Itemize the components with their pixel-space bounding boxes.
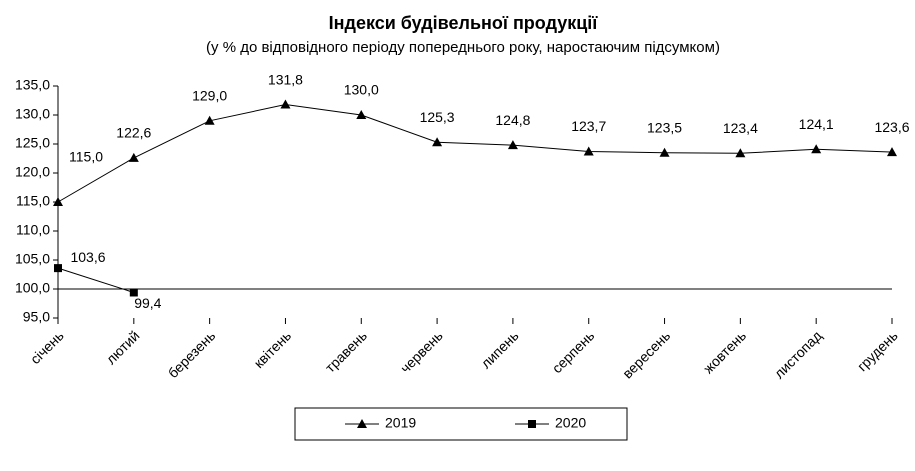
marker xyxy=(129,288,138,297)
marker xyxy=(54,264,62,273)
x-tick-label: серпень xyxy=(549,327,598,376)
data-label: 123,4 xyxy=(723,120,758,136)
y-tick-label: 120,0 xyxy=(15,164,50,180)
y-tick-label: 100,0 xyxy=(15,280,50,296)
data-label: 123,7 xyxy=(571,118,606,134)
x-tick-label: червень xyxy=(397,327,446,376)
x-tick-label: квітень xyxy=(251,327,295,371)
data-label: 124,1 xyxy=(799,116,834,132)
marker xyxy=(53,197,63,206)
marker xyxy=(887,147,897,157)
y-tick-label: 105,0 xyxy=(15,251,50,267)
marker xyxy=(507,140,518,150)
chart-subtitle: (у % до відповідного періоду попередньог… xyxy=(206,39,720,56)
data-label: 125,3 xyxy=(420,109,455,125)
marker xyxy=(735,148,746,158)
y-tick-label: 110,0 xyxy=(16,222,50,238)
y-tick-label: 130,0 xyxy=(15,106,50,122)
marker xyxy=(128,152,139,162)
series-line xyxy=(57,104,893,203)
marker xyxy=(204,115,215,125)
marker xyxy=(356,110,367,119)
y-tick-label: 95,0 xyxy=(23,309,50,325)
marker xyxy=(357,419,367,428)
y-tick-label: 135,0 xyxy=(15,77,50,93)
x-tick-label: березень xyxy=(165,327,219,381)
marker xyxy=(583,146,594,156)
marker xyxy=(811,144,822,154)
data-label: 131,8 xyxy=(268,71,303,87)
series-line xyxy=(57,267,134,293)
legend-label: 2020 xyxy=(555,415,586,431)
x-tick-label: грудень xyxy=(854,327,901,374)
data-label: 122,6 xyxy=(116,125,151,141)
legend-label: 2019 xyxy=(385,415,416,431)
data-label: 123,5 xyxy=(647,119,682,135)
data-label: 103,6 xyxy=(70,249,105,265)
x-tick-label: липень xyxy=(478,327,522,371)
marker xyxy=(659,147,670,157)
y-tick-label: 125,0 xyxy=(15,135,50,151)
x-tick-label: вересень xyxy=(619,327,673,381)
x-tick-label: січень xyxy=(27,327,67,367)
data-label: 124,8 xyxy=(495,112,530,128)
marker xyxy=(432,137,443,147)
x-tick-label: травень xyxy=(322,327,370,375)
x-tick-label: жовтень xyxy=(700,327,749,376)
chart-title: Індекси будівельної продукції xyxy=(329,13,599,33)
data-label: 130,0 xyxy=(344,82,379,98)
x-tick-label: листопад xyxy=(771,327,825,381)
x-tick-label: лютий xyxy=(103,327,143,367)
y-tick-label: 115,0 xyxy=(16,193,50,209)
data-label: 123,6 xyxy=(874,119,909,135)
legend-box xyxy=(294,407,628,441)
marker xyxy=(280,99,291,109)
marker xyxy=(528,420,536,428)
data-label: 99,4 xyxy=(134,295,161,311)
data-label: 129,0 xyxy=(192,88,227,104)
data-label: 115,0 xyxy=(69,149,103,165)
